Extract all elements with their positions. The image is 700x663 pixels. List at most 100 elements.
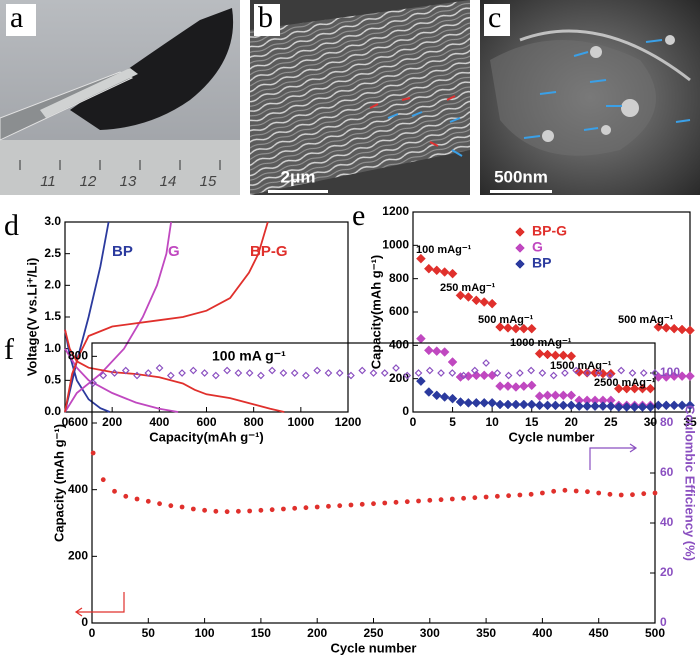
legend-marker: [515, 227, 525, 237]
point: [574, 401, 585, 412]
point: [511, 323, 521, 334]
x-tick-label: 10: [485, 415, 499, 429]
y-tick-label: 1200: [382, 204, 409, 218]
annotation: 500 mAg⁻¹: [478, 314, 534, 326]
point: [179, 504, 185, 510]
point: [574, 367, 585, 377]
point: [582, 367, 592, 378]
series-line: [64, 221, 285, 413]
point: [269, 507, 275, 513]
point: [90, 450, 96, 456]
point: [166, 371, 175, 380]
point: [223, 366, 231, 375]
point: [573, 488, 579, 494]
point: [493, 369, 502, 377]
point: [621, 383, 632, 394]
point: [606, 401, 616, 412]
point: [416, 498, 421, 504]
point: [685, 325, 695, 336]
point: [463, 292, 474, 302]
point: [511, 399, 521, 410]
point: [268, 366, 277, 375]
panel-label: a: [10, 1, 23, 34]
y-tick-label: 600: [389, 304, 409, 318]
y-tick-label: 800: [68, 349, 88, 363]
series-line: [64, 221, 111, 413]
point: [518, 323, 529, 334]
panel-label: f: [4, 333, 14, 366]
point: [558, 350, 569, 361]
point: [212, 371, 220, 380]
panel-label: b: [258, 1, 273, 34]
point: [629, 383, 640, 394]
point: [257, 371, 265, 380]
point: [607, 491, 613, 497]
point: [534, 348, 545, 359]
point: [669, 400, 680, 411]
point: [538, 369, 547, 377]
point: [526, 323, 537, 334]
point: [542, 400, 553, 411]
x-tick-label: 250: [363, 626, 383, 640]
point: [613, 383, 624, 394]
y-tick-label: 1.0: [44, 341, 61, 355]
series-line: [64, 221, 179, 413]
point: [629, 402, 640, 412]
point: [463, 397, 474, 408]
x-tick-label: 600: [196, 415, 216, 429]
point: [550, 350, 561, 361]
y-axis-label: Voltage(V vs.Li⁺/Li): [24, 258, 39, 377]
x-tick-label: 400: [532, 626, 552, 640]
point: [562, 487, 568, 493]
annotation: 100 mA g⁻¹: [212, 348, 286, 364]
point: [503, 322, 513, 333]
legend-label: G: [532, 239, 543, 255]
x-tick-label: 450: [589, 626, 609, 640]
point: [123, 493, 129, 499]
point: [455, 372, 466, 382]
point: [596, 490, 602, 496]
point: [258, 507, 264, 513]
point: [645, 383, 656, 394]
point: [404, 499, 410, 505]
legend-marker: [515, 243, 525, 253]
x-axis-label: Cycle number: [509, 429, 595, 444]
point: [487, 298, 497, 309]
x-tick-label: 200: [307, 626, 327, 640]
point: [382, 500, 388, 506]
point: [448, 369, 457, 377]
point: [439, 267, 450, 277]
point: [324, 369, 333, 377]
x-tick-label: 50: [142, 626, 156, 640]
plot-frame: [91, 342, 656, 624]
point: [348, 502, 354, 508]
y-tick-label: 200: [68, 549, 88, 563]
point: [534, 391, 545, 402]
photo-a: [0, 0, 240, 195]
annotation: 100 mAg⁻¹: [416, 244, 472, 256]
photo-c: [480, 0, 700, 195]
label-box: [484, 4, 510, 36]
point: [518, 381, 529, 392]
point: [447, 357, 458, 367]
point: [302, 371, 310, 380]
point: [423, 263, 434, 274]
y-tick-label: 0: [402, 404, 409, 418]
point: [494, 493, 500, 499]
x-tick-label: 1200: [335, 415, 362, 429]
point: [447, 268, 458, 279]
point: [213, 508, 219, 514]
panel-label: c: [488, 1, 501, 34]
point: [526, 380, 537, 391]
point: [566, 351, 577, 362]
point: [235, 508, 241, 514]
point: [503, 381, 513, 392]
x-axis-label: Capacity(mAh g⁻¹): [149, 429, 263, 444]
point: [551, 488, 557, 494]
point: [558, 400, 569, 411]
point: [133, 371, 141, 380]
point: [471, 295, 482, 306]
x-tick-label: 150: [251, 626, 271, 640]
y2-tick-label: 80: [660, 415, 674, 429]
y2-axis-label: Coulombic Efficiency (%): [683, 405, 698, 561]
